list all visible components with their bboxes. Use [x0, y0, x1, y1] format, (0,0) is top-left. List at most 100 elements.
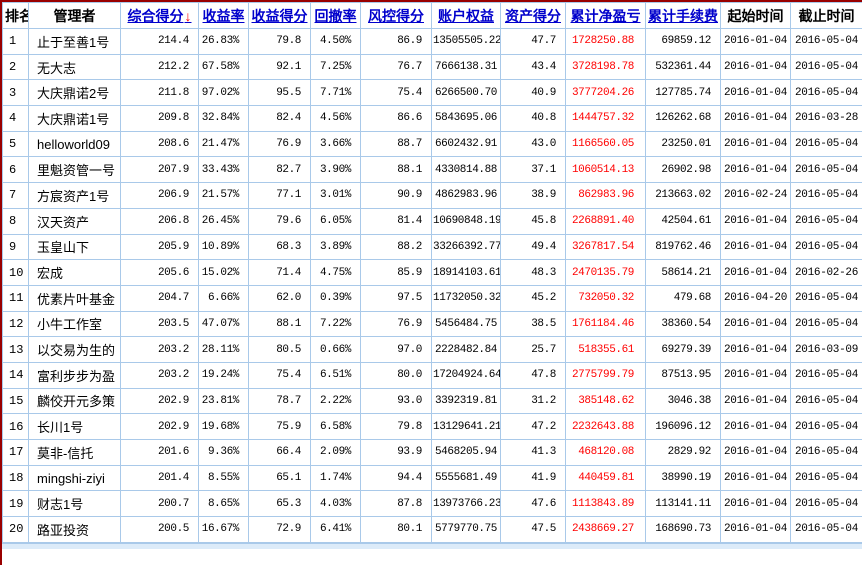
cell-manager: 长川1号 [28, 413, 121, 440]
cell-return-rate: 8.65% [198, 490, 249, 518]
cell-drawdown-rate: 0.66% [310, 336, 361, 363]
column-header-return-score[interactable]: 收益得分 [248, 2, 311, 29]
cell-return-rate: 21.57% [198, 182, 249, 209]
table-row: 14 富利步步为盈 203.2 19.24% 75.4 6.51% 80.0 17204924… [2, 361, 862, 389]
cell-fees: 213663.02 [645, 182, 721, 209]
table-row: 10 宏成 205.6 15.02% 71.4 4.75% 85.9 18914103.61 4… [2, 259, 862, 286]
column-header-asset-score[interactable]: 资产得分 [500, 2, 566, 29]
cell-end-date: 2016-03-28 [790, 105, 862, 132]
cell-risk-score: 88.7 [360, 130, 432, 158]
cell-end-date: 2016-02-26 [790, 259, 862, 286]
cell-start-date: 2016-01-04 [720, 233, 791, 261]
cell-asset-score: 41.9 [500, 464, 566, 492]
cell-start-date: 2016-01-04 [720, 53, 791, 81]
cell-rank: 2 [2, 53, 29, 81]
cell-return-rate: 23.81% [198, 387, 249, 415]
cell-end-date: 2016-05-04 [790, 516, 862, 543]
cell-rank: 12 [2, 310, 29, 338]
sort-link-account-equity[interactable]: 账户权益 [438, 7, 494, 24]
sort-link-fees[interactable]: 累计手续费 [648, 7, 718, 24]
cell-composite-score: 202.9 [120, 387, 199, 415]
cell-net-pnl: 2232643.88 [565, 413, 646, 440]
cell-return-score: 66.4 [248, 439, 311, 466]
table-row: 20 路亚投资 200.5 16.67% 72.9 6.41% 80.1 5779770.75… [2, 516, 862, 543]
cell-return-rate: 32.84% [198, 105, 249, 132]
cell-return-score: 65.1 [248, 464, 311, 492]
column-header-net-pnl[interactable]: 累计净盈亏 [565, 2, 646, 29]
cell-return-score: 95.5 [248, 79, 311, 107]
sort-link-drawdown-rate[interactable]: 回撤率 [314, 7, 357, 24]
cell-return-score: 88.1 [248, 310, 311, 338]
cell-end-date: 2016-05-04 [790, 79, 862, 107]
cell-composite-score: 206.9 [120, 182, 199, 209]
table-row: 13 以交易为生的 203.2 28.11% 80.5 0.66% 97.0 2228482.… [2, 336, 862, 363]
cell-drawdown-rate: 4.56% [310, 105, 361, 132]
cell-composite-score: 204.7 [120, 284, 199, 312]
sort-link-return-rate[interactable]: 收益率 [202, 7, 245, 24]
cell-return-score: 82.4 [248, 105, 311, 132]
cell-return-score: 72.9 [248, 516, 311, 543]
column-header-fees[interactable]: 累计手续费 [645, 2, 721, 29]
cell-asset-score: 38.9 [500, 182, 566, 209]
cell-fees: 168690.73 [645, 516, 721, 543]
table-row: 11 优素片叶基金 204.7 6.66% 62.0 0.39% 97.5 11732050.… [2, 284, 862, 312]
cell-start-date: 2016-01-04 [720, 490, 791, 518]
sort-link-risk-score[interactable]: 风控得分 [368, 7, 424, 24]
cell-return-score: 75.4 [248, 361, 311, 389]
table-row: 17 莫非-信托 201.6 9.36% 66.4 2.09% 93.9 5468205.94… [2, 439, 862, 466]
cell-drawdown-rate: 2.09% [310, 439, 361, 466]
cell-drawdown-rate: 6.41% [310, 516, 361, 543]
cell-fees: 113141.11 [645, 490, 721, 518]
cell-net-pnl: 2268891.40 [565, 207, 646, 235]
cell-drawdown-rate: 6.51% [310, 361, 361, 389]
cell-account-equity: 10690848.19 [431, 207, 501, 235]
cell-net-pnl: 1166560.05 [565, 130, 646, 158]
sort-link-asset-score[interactable]: 资产得分 [505, 7, 561, 24]
cell-return-rate: 28.11% [198, 336, 249, 363]
cell-risk-score: 93.0 [360, 387, 432, 415]
cell-start-date: 2016-01-04 [720, 207, 791, 235]
cell-risk-score: 75.4 [360, 79, 432, 107]
cell-composite-score: 201.6 [120, 439, 199, 466]
column-header-account-equity[interactable]: 账户权益 [431, 2, 501, 29]
cell-account-equity: 17204924.64 [431, 361, 501, 389]
cell-risk-score: 86.9 [360, 28, 432, 55]
cell-drawdown-rate: 4.75% [310, 259, 361, 286]
cell-start-date: 2016-01-04 [720, 516, 791, 543]
sort-link-return-score[interactable]: 收益得分 [251, 7, 308, 24]
cell-end-date: 2016-05-04 [790, 387, 862, 415]
cell-return-rate: 10.89% [198, 233, 249, 261]
table-row: 18 mingshi-ziyi 201.4 8.55% 65.1 1.74% 94.4 555… [2, 464, 862, 492]
partial-next-row [2, 542, 862, 549]
cell-rank: 16 [2, 413, 29, 440]
cell-composite-score: 207.9 [120, 156, 199, 184]
cell-net-pnl: 2438669.27 [565, 516, 646, 543]
cell-end-date: 2016-05-04 [790, 233, 862, 261]
cell-return-score: 75.9 [248, 413, 311, 440]
sort-link-net-pnl[interactable]: 累计净盈亏 [570, 7, 641, 24]
cell-fees: 69859.12 [645, 28, 721, 55]
column-header-return-rate[interactable]: 收益率 [198, 2, 249, 29]
cell-start-date: 2016-01-04 [720, 28, 791, 55]
cell-composite-score: 200.7 [120, 490, 199, 518]
cell-manager: 大庆鼎诺1号 [28, 105, 121, 132]
cell-risk-score: 90.9 [360, 182, 432, 209]
column-header-risk-score[interactable]: 风控得分 [360, 2, 432, 29]
cell-manager: 路亚投资 [28, 516, 121, 543]
cell-asset-score: 47.5 [500, 516, 566, 543]
column-header-drawdown-rate[interactable]: 回撤率 [310, 2, 361, 29]
cell-return-rate: 67.58% [198, 53, 249, 81]
cell-manager: 以交易为生的 [28, 336, 121, 363]
cell-rank: 18 [2, 464, 29, 492]
cell-account-equity: 33266392.77 [431, 233, 501, 261]
cell-composite-score: 200.5 [120, 516, 199, 543]
sort-link-composite-score[interactable]: 综合得分↓ [127, 7, 192, 24]
cell-account-equity: 4330814.88 [431, 156, 501, 184]
column-header-composite-score[interactable]: 综合得分↓ [120, 2, 199, 29]
column-header-manager: 管理者 [28, 2, 121, 29]
cell-net-pnl: 2470135.79 [565, 259, 646, 286]
cell-risk-score: 81.4 [360, 207, 432, 235]
cell-net-pnl: 440459.81 [565, 464, 646, 492]
table-row: 5 helloworld09 208.6 21.47% 76.9 3.66% 88.7 660… [2, 130, 862, 158]
cell-manager: 莫非-信托 [28, 439, 121, 466]
